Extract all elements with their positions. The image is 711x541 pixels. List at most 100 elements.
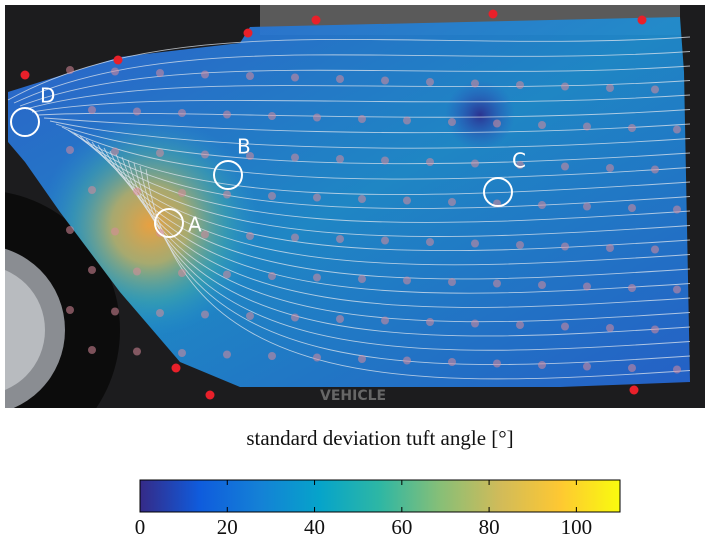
edge-tuft: [171, 363, 181, 373]
marker: [213, 160, 243, 190]
tuft: [156, 309, 164, 317]
tuft: [336, 155, 344, 163]
tuft: [223, 190, 231, 199]
tuft: [246, 312, 254, 320]
tuft: [426, 238, 434, 246]
tuft: [561, 322, 569, 331]
tuft: [201, 150, 209, 159]
tuft: [358, 115, 366, 123]
streamline: [145, 168, 691, 380]
tuft: [88, 346, 96, 354]
tuft: [111, 67, 119, 76]
tuft: [381, 316, 389, 325]
streamline: [13, 51, 691, 104]
heatmap-low: [445, 80, 515, 150]
tuft: [403, 276, 411, 285]
tuft: [268, 112, 276, 120]
tuft: [448, 118, 456, 126]
tuft: [66, 226, 74, 234]
tuft: [583, 282, 591, 291]
edge-tuft: [629, 385, 639, 395]
annotation: C: [512, 149, 526, 173]
streamline: [61, 126, 691, 180]
streamline: [91, 141, 691, 252]
tuft: [538, 201, 546, 209]
streamline: [79, 135, 691, 223]
tuft: [538, 361, 546, 369]
colorbar-fill: [139, 479, 621, 513]
tuft: [246, 152, 254, 160]
tuft: [606, 244, 614, 252]
streamline: [19, 65, 691, 107]
tuft: [673, 125, 681, 134]
tuft: [178, 349, 186, 357]
tick-label: 40: [304, 515, 325, 539]
tuft: [358, 275, 366, 283]
colorbar-label: standard deviation tuft angle [°]: [246, 426, 513, 450]
tuft: [606, 164, 614, 172]
tuft: [111, 227, 119, 236]
tuft: [268, 352, 276, 360]
tuft: [336, 315, 344, 323]
tuft: [178, 189, 186, 197]
tuft: [606, 84, 614, 92]
tuft: [493, 119, 501, 128]
rim-inner: [5, 270, 45, 390]
tuft: [403, 196, 411, 205]
streamline: [43, 117, 691, 134]
tuft: [426, 78, 434, 86]
tuft: [538, 121, 546, 129]
tuft: [493, 359, 501, 368]
tuft: [268, 272, 276, 280]
annotation: D: [40, 84, 55, 108]
tuft: [448, 198, 456, 206]
tuft: [628, 284, 636, 292]
tuft: [178, 269, 186, 277]
tuft: [651, 245, 659, 254]
tuft: [268, 192, 276, 200]
tuft: [651, 325, 659, 334]
tuft: [673, 285, 681, 294]
annotation: B: [237, 135, 251, 159]
edge-tuft: [637, 15, 647, 25]
streamline: [55, 123, 691, 165]
tuft: [583, 362, 591, 371]
tuft: [403, 356, 411, 365]
tuft: [516, 241, 524, 249]
marker: [154, 208, 184, 238]
heatmap-high: [8, 17, 690, 387]
tick-label: 100: [561, 515, 593, 539]
tuft: [201, 230, 209, 239]
tuft: [381, 236, 389, 245]
tuft: [223, 110, 231, 119]
tuft: [66, 306, 74, 314]
tuft: [516, 161, 524, 169]
plate: VEHICLE: [320, 388, 386, 404]
tuft: [133, 107, 141, 116]
tuft: [111, 147, 119, 156]
tuft: [673, 365, 681, 374]
tuft: [291, 153, 299, 162]
streamline: [25, 80, 691, 110]
tuft: [516, 321, 524, 329]
tuft: [628, 364, 636, 372]
tuft: [313, 113, 321, 122]
marker: [483, 177, 513, 207]
edge-tuft: [205, 390, 215, 400]
tuft: [448, 278, 456, 286]
tuft: [561, 162, 569, 171]
tuft: [426, 158, 434, 166]
tuft: [516, 81, 524, 89]
tuft: [583, 122, 591, 131]
tuft: [178, 109, 186, 117]
tuft: [358, 355, 366, 363]
streamline: [31, 94, 691, 113]
streamline: [7, 36, 691, 101]
tuft: [201, 310, 209, 319]
tick-label: 20: [217, 515, 238, 539]
edge-tuft: [243, 28, 253, 38]
tuft: [336, 235, 344, 243]
edge-tuft: [20, 70, 30, 80]
